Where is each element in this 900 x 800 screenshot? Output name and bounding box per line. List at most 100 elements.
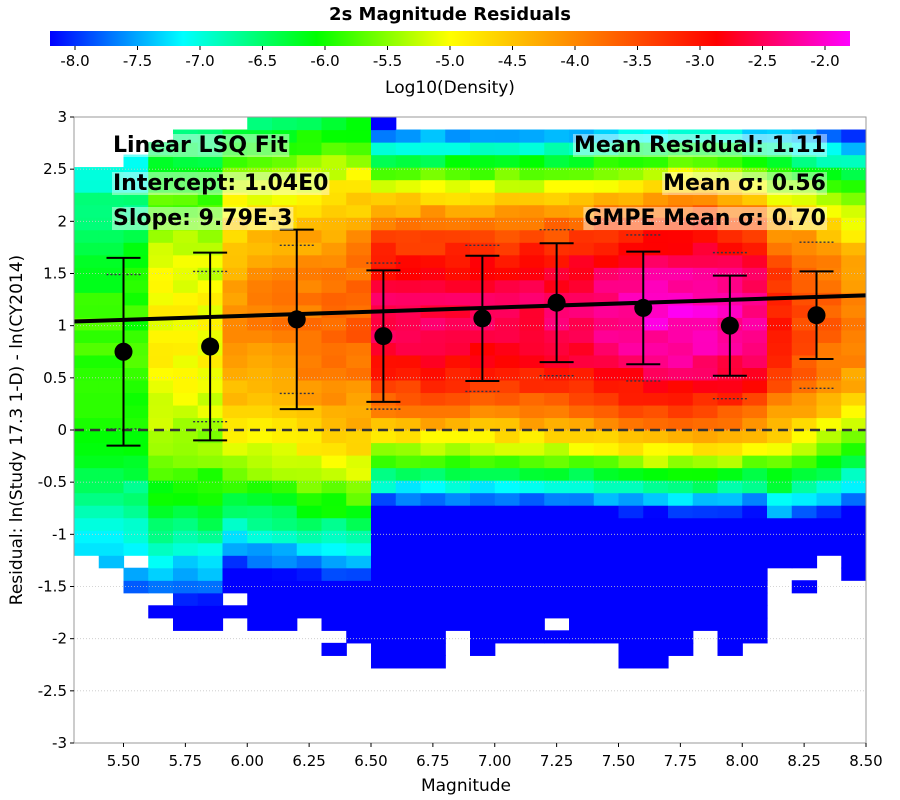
heatmap-cell [445,530,471,544]
heatmap-cell [222,530,248,544]
heatmap-cell [692,342,719,356]
x-tick-label: 5.50 [107,752,140,770]
heatmap-cell [346,254,372,268]
x-tick-label: 7.00 [478,752,511,770]
heatmap-cell [593,430,620,444]
heatmap-cell [519,630,545,644]
heatmap-cell [420,242,446,256]
heatmap-cell [569,142,595,156]
heatmap-cell [643,204,669,218]
heatmap-cell [569,555,595,569]
heatmap-cell [692,379,719,394]
heatmap-cell [791,267,818,281]
heatmap-cell [148,517,174,531]
x-tick-label: 6.75 [416,752,449,770]
heatmap-cell [272,179,298,193]
heatmap-cell [395,154,422,168]
heatmap-cell [123,354,149,368]
heatmap-cell [371,617,397,631]
heatmap-cell [123,379,149,394]
heatmap-cell [816,392,842,406]
heatmap-cell [272,592,298,606]
heatmap-cell [272,142,298,156]
heatmap-cell [148,304,174,318]
heatmap-cell [618,229,644,243]
heatmap-cell [321,467,347,481]
heatmap-cell [395,254,422,268]
heatmap-cell [272,192,298,206]
heatmap-cell [222,254,248,268]
heatmap-cell [569,630,595,644]
heatmap-cell [247,254,273,268]
heatmap-cell [841,379,866,394]
heatmap-cell [494,204,521,218]
heatmap-cell [692,317,719,331]
heatmap-cell [272,242,298,256]
heatmap-cell [742,517,768,531]
heatmap-cell [742,492,768,506]
heatmap-cell [791,242,818,256]
heatmap-cell [123,304,149,318]
heatmap-cell [668,354,694,368]
heatmap-cell [371,542,397,556]
heatmap-cell [816,229,842,243]
heatmap-cell [643,505,669,519]
heatmap-cell [346,417,372,431]
heatmap-cell [470,217,496,231]
heatmap-cell [123,417,149,431]
heatmap-cell [717,492,743,506]
heatmap-cell [544,179,570,193]
heatmap-cell [321,404,347,419]
heatmap-cell [98,392,125,406]
heatmap-cell [420,292,446,306]
heatmap-cell [841,530,866,544]
heatmap-cell [470,605,496,619]
heatmap-cell [222,379,248,394]
heatmap-cell [395,492,422,506]
heatmap-cell [470,442,496,456]
heatmap-cell [445,317,471,331]
heatmap-cell [816,204,842,218]
heatmap-cell [767,379,793,394]
heatmap-cell [123,404,149,419]
heatmap-cell [494,392,521,406]
heatmap-cell [321,442,347,456]
heatmap-cell [767,530,793,544]
heatmap-cell [618,642,644,656]
heatmap-cell [148,392,174,406]
heatmap-cell [816,417,842,431]
heatmap-cell [197,580,224,594]
heatmap-cell [371,242,397,256]
heatmap-cell [544,605,570,619]
heatmap-cell [791,467,818,481]
heatmap-cell [321,129,347,143]
heatmap-cell [470,129,496,143]
heatmap-cell [816,467,842,481]
heatmap-cell [593,304,620,318]
heatmap-cell [395,404,422,419]
heatmap-cell [247,467,273,481]
heatmap-cell [593,580,620,594]
heatmap-cell [395,379,422,394]
heatmap-cell [593,229,620,243]
heatmap-cell [569,304,595,318]
heatmap-cell [791,379,818,394]
heatmap-cell [569,379,595,394]
heatmap-cell [742,129,768,143]
heatmap-cell [816,480,842,494]
heatmap-cell [643,142,669,156]
heatmap-cell [692,567,719,581]
heatmap-cell [643,354,669,368]
heatmap-cell [321,430,347,444]
heatmap-cell [197,442,224,456]
heatmap-cell [395,505,422,519]
heatmap-cell [494,379,521,394]
heatmap-cell [717,605,743,619]
heatmap-cell [742,329,768,343]
mean-point [547,293,566,312]
heatmap-cell [272,154,298,168]
heatmap-cell [445,555,471,569]
heatmap-cell [643,329,669,343]
heatmap-cell [494,179,521,193]
heatmap-cell [742,630,768,644]
